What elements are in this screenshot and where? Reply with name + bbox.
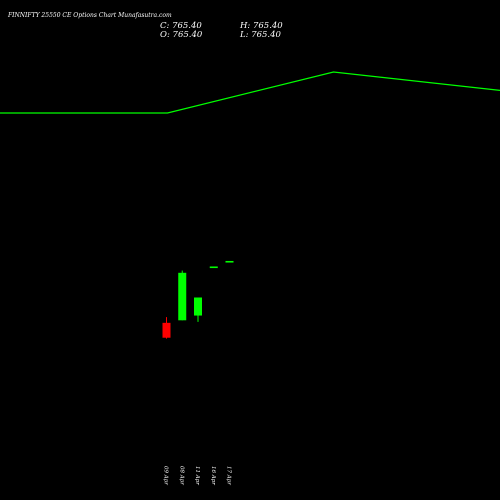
x-axis-ticks: 09 Apr 08 Apr 11 Apr 16 Apr 17 Apr (163, 466, 232, 485)
candle-body (194, 297, 202, 316)
chart-title: FINNIFTY 25550 CE Options Chart Munafasu… (7, 12, 172, 19)
low-value: L: 765.40 (239, 30, 282, 40)
x-tick-label: 11 Apr (194, 466, 200, 485)
overlay-line (0, 71, 500, 114)
x-tick-label: 17 Apr (226, 466, 232, 485)
x-tick-label: 08 Apr (178, 466, 184, 485)
candle-body (225, 260, 234, 263)
close-value: C: 765.40 (160, 21, 202, 31)
candle-body (209, 266, 218, 269)
open-value: O: 765.40 (160, 30, 203, 40)
candle-body (162, 322, 171, 338)
x-tick-label: 16 Apr (210, 466, 216, 485)
candles-group (162, 260, 234, 339)
high-value: H: 765.40 (239, 21, 283, 31)
candle-body (178, 272, 187, 321)
x-tick-label: 09 Apr (163, 466, 169, 485)
